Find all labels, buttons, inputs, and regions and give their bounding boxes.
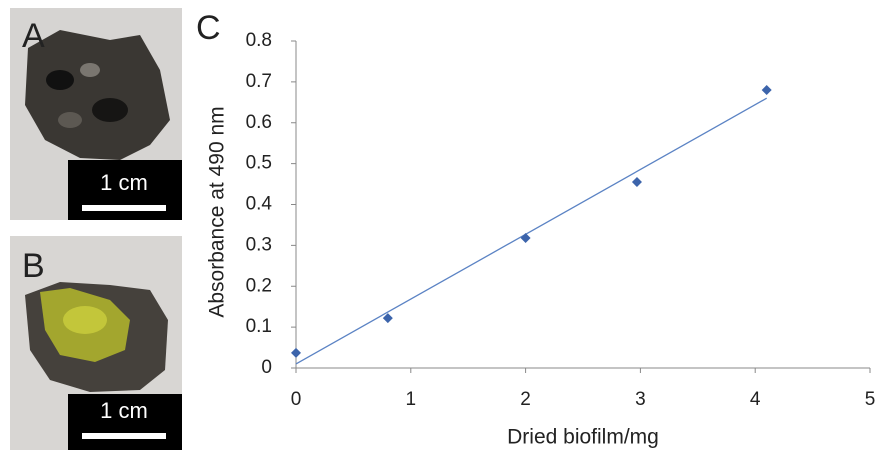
x-tick-label: 4 bbox=[750, 389, 761, 410]
point bbox=[382, 313, 393, 324]
y-tick-label: 0.1 bbox=[246, 316, 272, 337]
scale-bar-label: 1 cm bbox=[100, 170, 148, 195]
point bbox=[631, 177, 642, 188]
y-tick-label: 0.3 bbox=[246, 234, 272, 255]
y-tick-label: 0.4 bbox=[246, 194, 273, 215]
y-tick-label: 0 bbox=[261, 357, 272, 378]
y-axis-title: Absorbance at 490 nm bbox=[206, 106, 229, 317]
x-tick-label: 1 bbox=[406, 389, 417, 410]
x-axis-title: Dried biofilm/mg bbox=[507, 426, 659, 449]
scale-bar-label: 1 cm bbox=[100, 398, 148, 423]
y-tick-label: 0.7 bbox=[246, 71, 272, 92]
panel-label: C bbox=[196, 9, 221, 47]
x-tick-label: 3 bbox=[635, 389, 646, 410]
x-tick-label: 0 bbox=[291, 389, 302, 410]
point bbox=[761, 85, 772, 96]
photo-b: 1 cm B bbox=[10, 236, 182, 450]
y-tick-label: 0.2 bbox=[246, 275, 272, 296]
panel-label: B bbox=[22, 247, 45, 285]
x-tick-label: 5 bbox=[865, 389, 876, 410]
y-tick-label: 0.5 bbox=[246, 153, 272, 174]
trendline bbox=[295, 97, 767, 365]
x-tick-label: 2 bbox=[520, 389, 531, 410]
y-tick-label: 0.6 bbox=[246, 112, 272, 133]
y-tick-label: 0.8 bbox=[246, 30, 272, 51]
point bbox=[520, 233, 531, 244]
photo-a: 1 cm A bbox=[10, 8, 182, 220]
panel-label: A bbox=[22, 17, 45, 55]
point bbox=[291, 347, 301, 358]
